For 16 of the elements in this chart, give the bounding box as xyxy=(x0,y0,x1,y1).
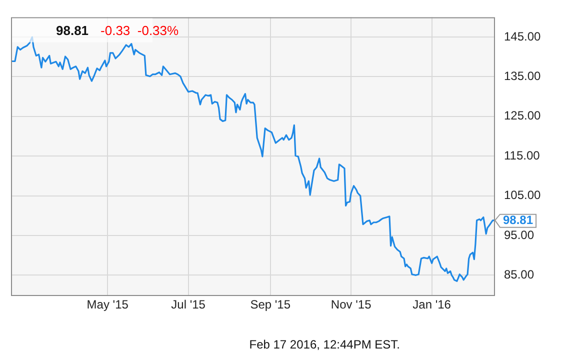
y-tick-label: 115.00 xyxy=(504,148,540,162)
y-tick-label: 105.00 xyxy=(504,188,542,202)
text: -0.33 -0.33% xyxy=(100,22,180,38)
x-tick-label: Nov '15 xyxy=(330,298,372,312)
y-tick-label: 145.00 xyxy=(504,29,542,44)
x-tick-label: Jan '16 xyxy=(412,298,452,312)
x-tick-label: Sep '15 xyxy=(250,298,291,312)
x-tick-label: May '15 xyxy=(86,298,129,312)
x-tick-label: Jul '15 xyxy=(171,298,206,312)
text: Feb 17 2016, 12:44PM EST. xyxy=(249,337,400,352)
y-tick-label: 125.00 xyxy=(504,108,542,123)
y-tick-label: 85.00 xyxy=(504,267,534,282)
annotation: 98.81 xyxy=(503,213,534,228)
y-tick-label: 95.00 xyxy=(504,228,534,242)
y-tick-label: 135.00 xyxy=(504,69,542,84)
text: 98.81 xyxy=(56,22,89,38)
